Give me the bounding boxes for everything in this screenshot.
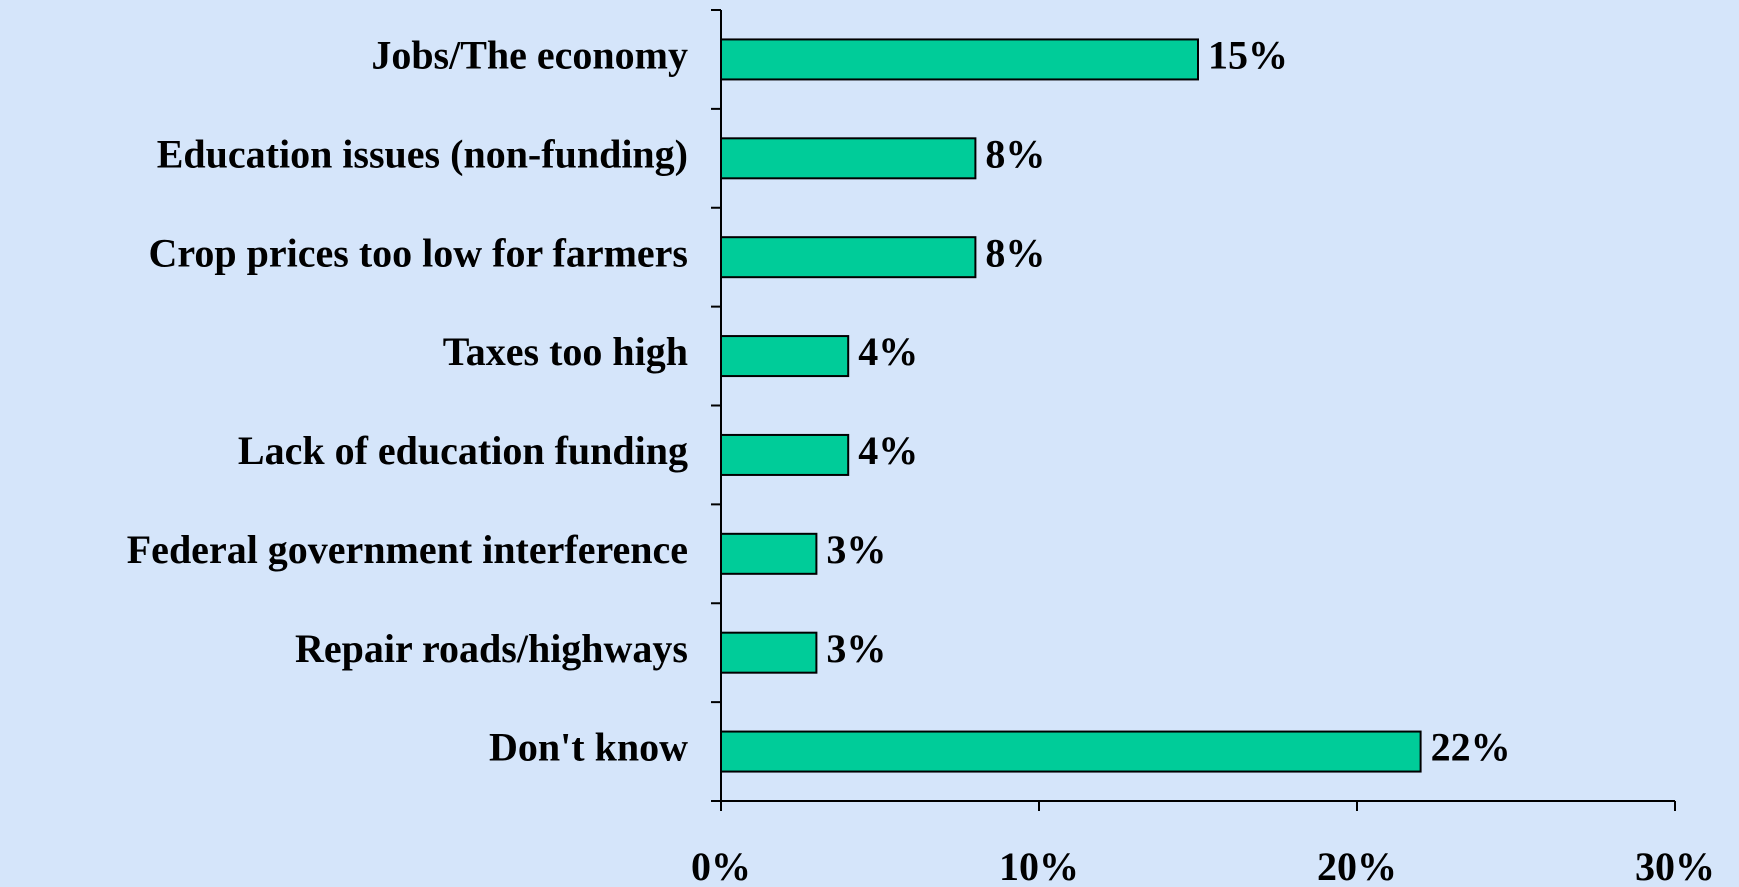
bar [720,38,1199,81]
value-label: 22% [1431,725,1511,770]
y-tick-label: Lack of education funding [238,428,688,473]
bar [720,532,818,575]
bar [720,236,977,279]
x-tick-label: 30% [1635,844,1715,887]
y-tick-label: Federal government interference [127,527,688,572]
value-label: 15% [1208,33,1288,78]
value-label: 4% [858,329,918,374]
x-tick-label: 20% [1317,844,1397,887]
bar [720,335,850,378]
x-tick-label: 0% [691,844,751,887]
value-label: 8% [985,230,1045,275]
value-label: 4% [858,428,918,473]
value-label: 8% [985,131,1045,176]
bar [720,137,977,180]
y-tick-label: Repair roads/highways [295,626,688,671]
y-tick-label: Education issues (non-funding) [157,131,688,176]
bar [720,730,1422,773]
y-tick-label: Crop prices too low for farmers [149,230,689,275]
y-tick-label: Don't know [489,725,688,770]
value-label: 3% [826,626,886,671]
bar [720,631,818,674]
bar [720,433,850,476]
y-tick-label: Taxes too high [443,329,688,374]
x-tick-label: 10% [999,844,1079,887]
value-label: 3% [826,527,886,572]
y-tick-label: Jobs/The economy [371,33,688,78]
